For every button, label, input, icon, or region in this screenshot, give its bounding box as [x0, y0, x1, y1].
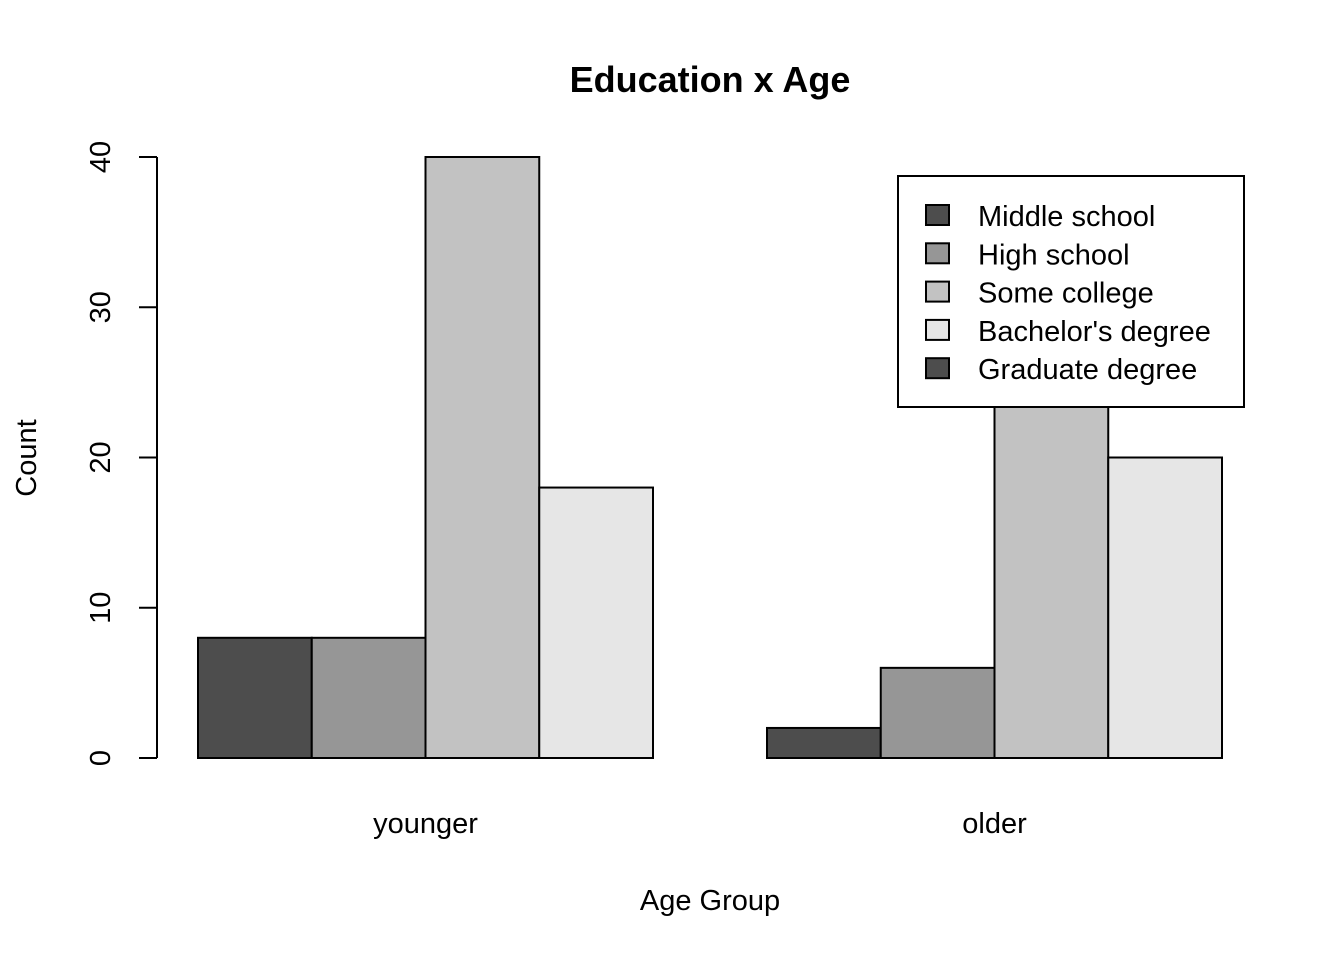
legend-swatch [925, 204, 950, 226]
y-tick-label: 20 [85, 441, 117, 473]
legend-box [897, 175, 1245, 408]
bar-older-1 [766, 726, 882, 760]
y-tick-label: 0 [85, 750, 117, 766]
x-tick-label: older [962, 808, 1027, 840]
chart-title: Education x Age [570, 59, 851, 100]
y-tick-label: 40 [85, 141, 117, 173]
bar-older-4 [1107, 456, 1223, 759]
bar-younger-4 [538, 486, 654, 759]
legend-label: Some college [978, 278, 1154, 310]
y-tick-label: 30 [85, 291, 117, 323]
bar-younger-3 [424, 156, 541, 759]
legend-label: High school [978, 239, 1130, 271]
x-tick-label: younger [373, 808, 478, 840]
x-axis-label: Age Group [640, 885, 780, 917]
bar-older-2 [879, 666, 996, 759]
legend-label: Middle school [978, 201, 1155, 233]
bar-younger-1 [197, 636, 313, 759]
x-axis: younger older [373, 808, 1027, 840]
legend-label: Graduate degree [978, 354, 1197, 386]
legend-swatch [925, 318, 950, 341]
legend-label: Bachelor's degree [978, 316, 1211, 348]
legend-swatch [925, 357, 950, 380]
legend-swatch [925, 280, 950, 303]
legend: Middle school High school Some college Bach… [897, 175, 1245, 408]
y-axis: 0 10 20 30 40 [85, 141, 158, 766]
legend-swatch [925, 242, 950, 265]
y-tick-label: 10 [85, 592, 117, 624]
y-axis-label: Count [11, 419, 43, 496]
bar-younger-2 [310, 636, 427, 759]
